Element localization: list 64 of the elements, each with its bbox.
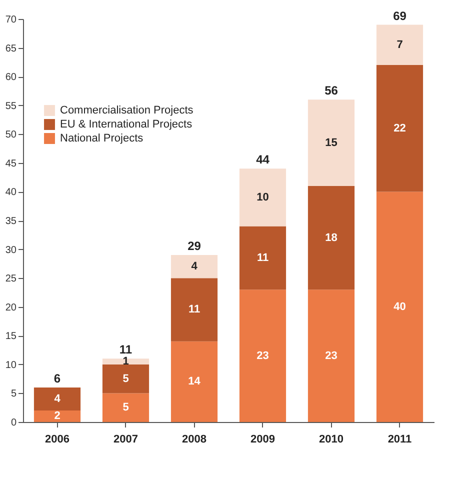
x-tick-label: 2008 (182, 434, 206, 446)
total-label: 6 (54, 371, 61, 386)
total-label: 56 (324, 84, 338, 98)
y-tick-label: 10 (5, 360, 17, 371)
y-tick-label: 30 (5, 244, 17, 256)
data-label: 14 (188, 376, 202, 388)
data-label: 2 (54, 410, 60, 422)
y-tick-label: 25 (5, 274, 17, 285)
y-tick-label: 35 (5, 216, 17, 227)
data-label: 11 (188, 304, 200, 316)
bar (34, 410, 81, 422)
y-tick-label: 65 (5, 43, 17, 54)
bar (376, 24, 424, 66)
x-tick-label: 2010 (319, 434, 344, 446)
bar (34, 387, 81, 410)
data-label: 40 (394, 300, 406, 313)
data-label: 4 (191, 260, 198, 273)
y-tick-label: 45 (5, 158, 17, 170)
y-tick-label: 20 (5, 302, 17, 314)
total-label: 29 (188, 239, 202, 254)
legend-label: National Projects (60, 132, 144, 144)
data-label: 7 (396, 38, 403, 51)
x-tick-label: 2006 (45, 434, 70, 446)
bar (308, 290, 355, 422)
y-tick-label: 40 (5, 187, 17, 198)
bar (308, 186, 355, 290)
total-label: 11 (119, 342, 132, 357)
legend-label: EU & International Projects (60, 118, 193, 130)
data-label: 18 (325, 232, 338, 244)
data-label: 4 (54, 392, 62, 405)
data-label: 5 (122, 402, 129, 414)
y-tick-label: 0 (10, 418, 17, 428)
x-tick-label: 2011 (388, 434, 412, 446)
legend-label: Commercialisation Projects (60, 104, 194, 116)
bar (239, 226, 286, 290)
bar (102, 364, 150, 394)
bar (170, 341, 218, 422)
bar (308, 100, 355, 186)
y-tick-label: 5 (10, 388, 17, 400)
data-label: 15 (325, 136, 338, 149)
bar (376, 192, 424, 422)
data-label: 10 (256, 191, 269, 204)
bar (102, 358, 150, 364)
y-tick-label: 70 (5, 14, 17, 26)
data-label: 1 (122, 356, 129, 368)
y-tick-label: 50 (5, 130, 17, 141)
total-label: 69 (393, 8, 407, 23)
bar (239, 168, 286, 226)
y-tick-label: 55 (5, 100, 17, 112)
total-label: 44 (256, 152, 270, 167)
data-label: 23 (325, 350, 338, 362)
bar (239, 290, 286, 422)
y-tick-label: 15 (5, 331, 17, 342)
bar (376, 65, 424, 192)
y-tick-label: 60 (5, 72, 17, 84)
x-tick-label: 2007 (114, 434, 138, 446)
data-label: 5 (122, 372, 129, 385)
data-label: 22 (394, 122, 406, 134)
x-tick-label: 2009 (250, 434, 275, 446)
data-label: 23 (256, 350, 269, 362)
bar (170, 255, 218, 278)
data-label: 11 (256, 252, 269, 264)
bar (102, 393, 150, 422)
bar (170, 278, 218, 342)
